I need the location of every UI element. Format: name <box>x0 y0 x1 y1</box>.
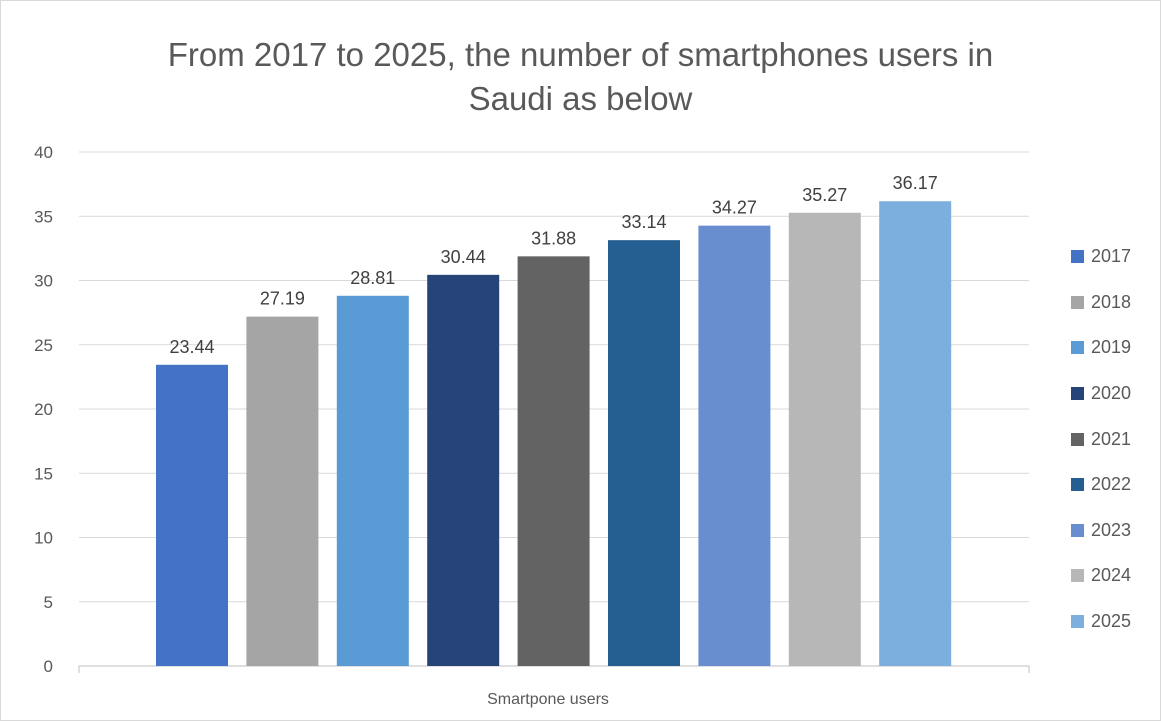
legend-swatch <box>1071 432 1084 446</box>
chart-title-line-2: Saudi as below <box>468 80 693 117</box>
data-label-2018: 27.19 <box>260 289 305 309</box>
legend-item-2019: 2019 <box>1071 325 1131 371</box>
legend-item-2018: 2018 <box>1071 280 1131 326</box>
bar-2024 <box>788 212 861 666</box>
y-tick-label: 0 <box>44 657 53 676</box>
bar-2019 <box>336 295 409 666</box>
legend-label: 2020 <box>1091 383 1132 404</box>
y-tick-label: 35 <box>34 207 53 226</box>
data-label-2024: 35.27 <box>802 185 847 205</box>
legend-item-2022: 2022 <box>1071 462 1131 508</box>
data-label-2022: 33.14 <box>621 212 666 232</box>
bar-2020 <box>427 274 500 666</box>
bar-2018 <box>246 316 319 666</box>
legend-swatch <box>1071 295 1084 309</box>
data-label-2021: 31.88 <box>531 228 576 248</box>
data-label-2023: 34.27 <box>712 198 757 218</box>
y-tick-label: 20 <box>34 400 53 419</box>
bar-2017 <box>156 364 228 666</box>
bar-2021 <box>517 256 590 666</box>
legend-item-2024: 2024 <box>1071 553 1131 599</box>
chart-legend: 2017 2018 2019 2020 2021 2022 2023 2024 2025 <box>1071 234 1131 644</box>
legend-label: 2022 <box>1091 474 1132 495</box>
y-tick-label: 40 <box>34 143 53 162</box>
y-tick-label: 10 <box>34 529 53 548</box>
legend-item-2021: 2021 <box>1071 416 1131 462</box>
legend-label: 2019 <box>1091 337 1132 358</box>
data-label-2020: 30.44 <box>441 247 486 267</box>
chart-title: From 2017 to 2025, the number of smartph… <box>1 33 1160 121</box>
legend-label: 2017 <box>1091 246 1132 267</box>
legend-swatch <box>1071 615 1084 629</box>
legend-swatch <box>1071 569 1084 583</box>
y-tick-label: 30 <box>34 272 53 291</box>
y-tick-label: 25 <box>34 336 53 355</box>
legend-item-2023: 2023 <box>1071 508 1131 554</box>
y-tick-label: 15 <box>34 464 53 483</box>
legend-swatch <box>1071 341 1084 355</box>
legend-label: 2018 <box>1091 291 1132 312</box>
legend-swatch <box>1071 478 1084 492</box>
legend-item-2020: 2020 <box>1071 371 1131 417</box>
bar-2023 <box>698 225 771 666</box>
x-category-label: Smartpone users <box>487 691 609 708</box>
legend-label: 2023 <box>1091 519 1132 540</box>
data-label-2019: 28.81 <box>350 268 395 288</box>
legend-label: 2025 <box>1091 611 1132 632</box>
legend-swatch <box>1071 523 1084 537</box>
legend-item-2025: 2025 <box>1071 599 1131 645</box>
data-label-2017: 23.44 <box>169 337 214 357</box>
bar-2022 <box>608 240 680 666</box>
chart-title-line-1: From 2017 to 2025, the number of smartph… <box>167 36 994 73</box>
y-tick-label: 5 <box>44 593 53 612</box>
bar-2025 <box>879 201 952 666</box>
legend-swatch <box>1071 250 1084 264</box>
legend-swatch <box>1071 387 1084 401</box>
legend-item-2017: 2017 <box>1071 234 1131 280</box>
legend-label: 2021 <box>1091 428 1132 449</box>
legend-label: 2024 <box>1091 565 1132 586</box>
data-label-2025: 36.17 <box>893 173 938 193</box>
